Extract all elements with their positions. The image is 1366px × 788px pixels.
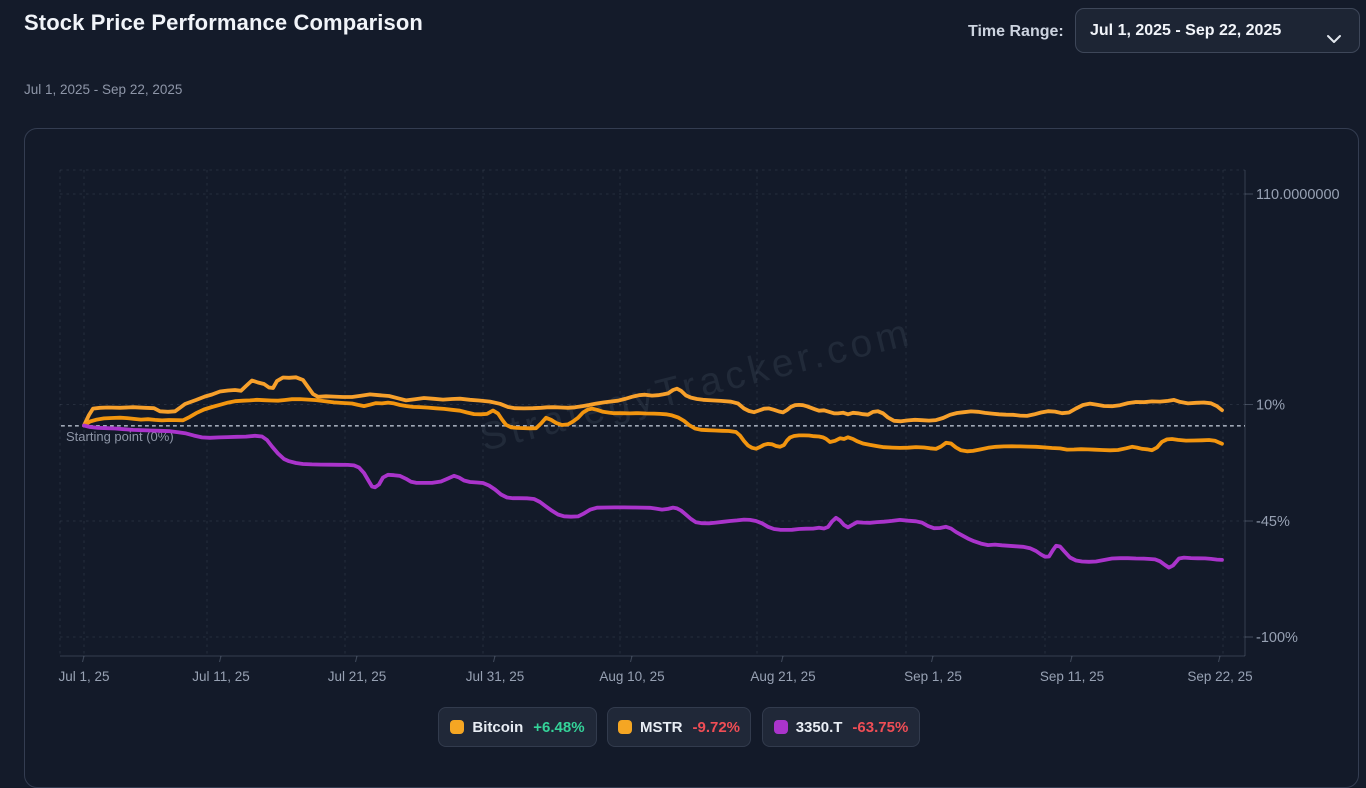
svg-text:Aug 21, 25: Aug 21, 25: [750, 669, 815, 684]
svg-text:Starting point (0%): Starting point (0%): [66, 429, 174, 444]
svg-text:Sep 1, 25: Sep 1, 25: [904, 669, 962, 684]
svg-text:Jul 1, 25: Jul 1, 25: [58, 669, 109, 684]
svg-text:Aug 10, 25: Aug 10, 25: [599, 669, 664, 684]
svg-text:Sep 11, 25: Sep 11, 25: [1040, 669, 1104, 684]
svg-text:-100%: -100%: [1256, 630, 1298, 646]
svg-text:Jul 21, 25: Jul 21, 25: [328, 669, 387, 684]
svg-text:Jul 31, 25: Jul 31, 25: [466, 669, 525, 684]
svg-text:-45%: -45%: [1256, 514, 1290, 530]
svg-text:110.0000000: 110.0000000: [1256, 187, 1340, 203]
svg-text:Sep 22, 25: Sep 22, 25: [1187, 669, 1252, 684]
svg-text:Jul 11, 25: Jul 11, 25: [192, 669, 250, 684]
svg-text:10%: 10%: [1256, 398, 1285, 414]
